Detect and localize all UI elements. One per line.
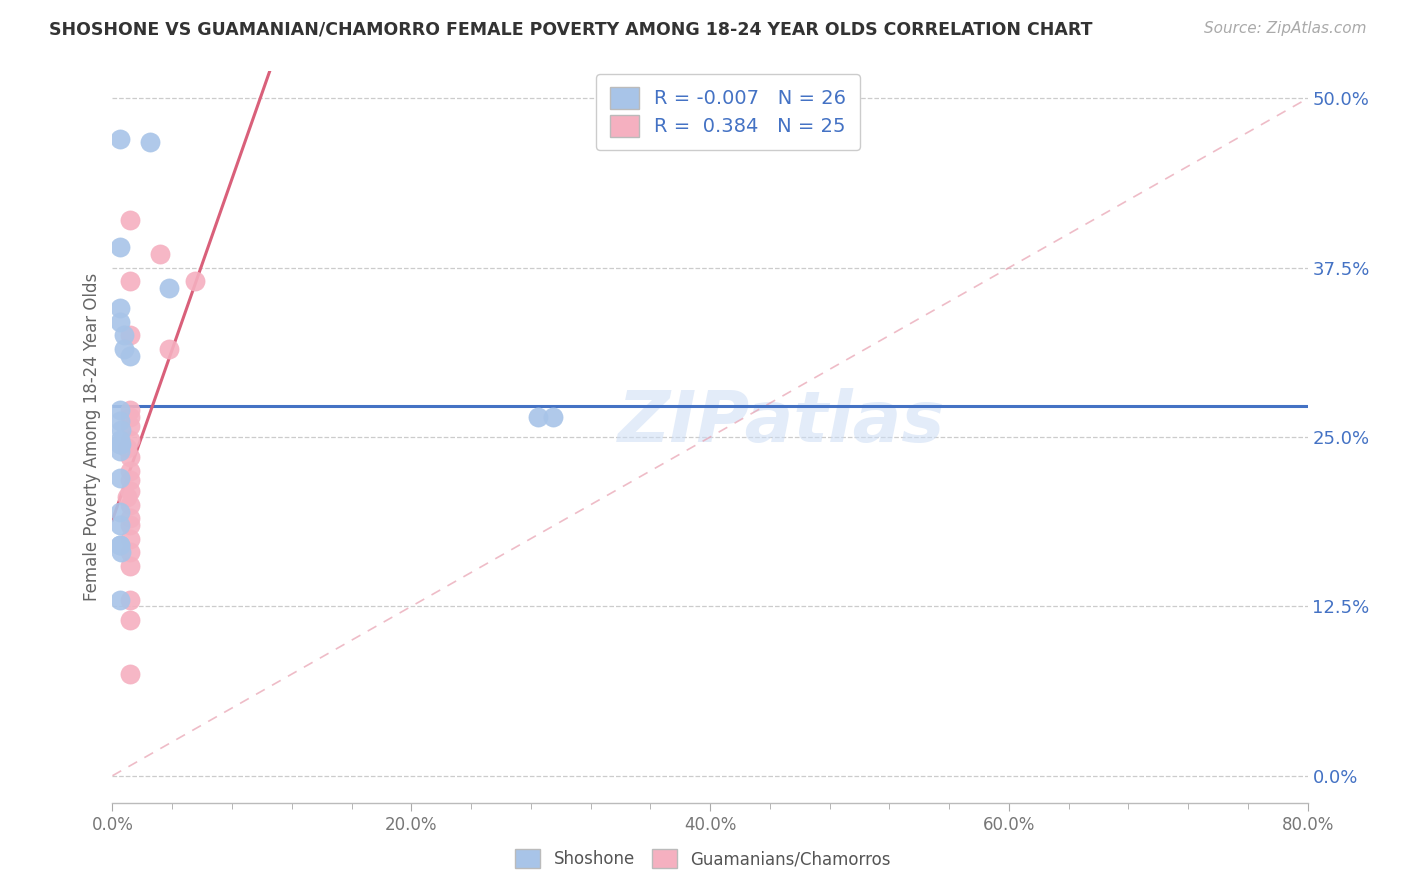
Point	[120, 419, 142, 434]
Point	[110, 423, 132, 437]
Point	[108, 315, 131, 329]
Point	[108, 443, 131, 458]
Point	[120, 450, 142, 465]
Point	[108, 414, 131, 428]
Point	[139, 135, 162, 149]
Point	[120, 498, 142, 512]
Point	[117, 490, 139, 504]
Point	[108, 538, 131, 552]
Text: ZIPatlas: ZIPatlas	[619, 388, 945, 457]
Point	[120, 433, 142, 447]
Point	[110, 437, 132, 451]
Y-axis label: Female Poverty Among 18-24 Year Olds: Female Poverty Among 18-24 Year Olds	[83, 273, 101, 601]
Point	[114, 328, 135, 343]
Text: Source: ZipAtlas.com: Source: ZipAtlas.com	[1204, 21, 1367, 36]
Point	[108, 471, 131, 485]
Point	[117, 441, 139, 455]
Point	[120, 545, 142, 559]
Point	[527, 409, 550, 424]
Point	[120, 213, 142, 227]
Point	[120, 403, 142, 417]
Point	[120, 532, 142, 546]
Point	[541, 409, 564, 424]
Point	[120, 474, 142, 488]
Point	[108, 301, 131, 316]
Point	[108, 538, 131, 552]
Point	[120, 409, 142, 424]
Point	[120, 592, 142, 607]
Point	[108, 240, 131, 254]
Point	[149, 247, 172, 261]
Point	[114, 342, 135, 356]
Point	[120, 274, 142, 288]
Point	[108, 505, 131, 519]
Point	[183, 274, 205, 288]
Legend: Shoshone, Guamanians/Chamorros: Shoshone, Guamanians/Chamorros	[509, 843, 897, 875]
Point	[157, 342, 180, 356]
Point	[108, 403, 131, 417]
Point	[120, 484, 142, 499]
Point	[120, 613, 142, 627]
Point	[120, 511, 142, 525]
Point	[120, 667, 142, 681]
Point	[120, 558, 142, 573]
Point	[108, 433, 131, 447]
Legend: R = -0.007   N = 26, R =  0.384   N = 25: R = -0.007 N = 26, R = 0.384 N = 25	[596, 74, 860, 150]
Point	[108, 592, 131, 607]
Point	[108, 132, 131, 146]
Point	[110, 545, 132, 559]
Point	[120, 349, 142, 363]
Text: SHOSHONE VS GUAMANIAN/CHAMORRO FEMALE POVERTY AMONG 18-24 YEAR OLDS CORRELATION : SHOSHONE VS GUAMANIAN/CHAMORRO FEMALE PO…	[49, 21, 1092, 38]
Point	[108, 518, 131, 533]
Point	[120, 518, 142, 533]
Point	[108, 437, 131, 451]
Point	[157, 281, 180, 295]
Point	[120, 464, 142, 478]
Point	[108, 437, 131, 451]
Point	[120, 328, 142, 343]
